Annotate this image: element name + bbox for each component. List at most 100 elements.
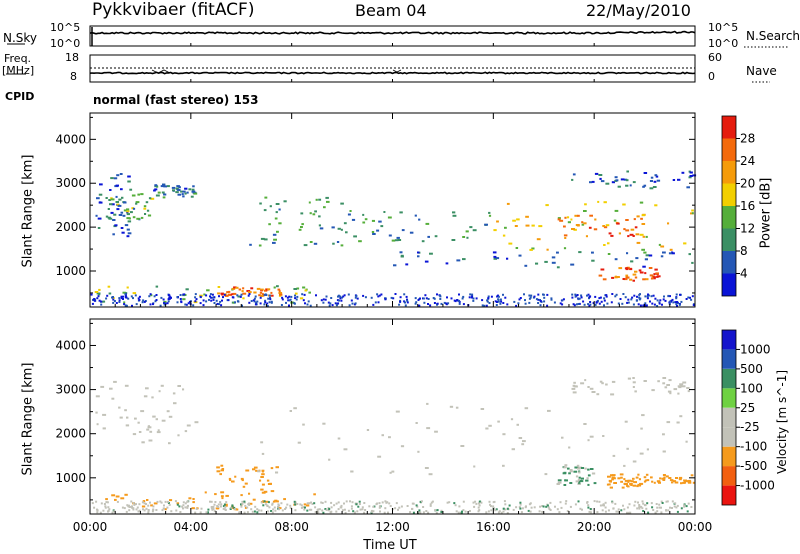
velocity-panel-cell (584, 379, 587, 382)
velocity-panel-cell (646, 448, 649, 451)
velocity-panel-cell (578, 481, 581, 484)
power-panel-cell (625, 184, 629, 187)
power-panel-cell (358, 240, 362, 243)
velocity-panel-near-cell (546, 504, 549, 507)
power-panel-frame (89, 112, 696, 308)
velocity-panel-cell (524, 407, 529, 410)
power-panel-near-cell (589, 301, 592, 303)
power-panel-cell (343, 222, 347, 225)
velocity-panel-near-cell (257, 509, 260, 512)
velocity-panel-cell (124, 384, 129, 387)
power-panel-cell (264, 289, 268, 292)
velocity-panel-cell (140, 410, 145, 413)
velocity-panel-near-cell (554, 505, 556, 508)
power-panel-near-cell (572, 303, 575, 306)
power-panel-cell (278, 292, 283, 294)
power-panel-near-cell (284, 295, 287, 298)
power-panel-cell (107, 208, 110, 210)
velocity-panel-near-cell (395, 502, 398, 505)
power-panel-cell (171, 186, 176, 189)
velocity-panel-near-cell (558, 511, 561, 514)
velocity-panel-region-3 (257, 402, 688, 476)
power-panel-region-1 (105, 193, 155, 221)
velocity-panel-cell (449, 405, 454, 408)
velocity-panel-near-cell (294, 503, 297, 506)
power-panel-near-cell (259, 296, 262, 299)
power-colorbar-label-6: 28 (740, 132, 755, 146)
velocity-panel-cell (417, 450, 420, 453)
velocity-panel-cell (424, 467, 429, 469)
velocity-panel-near-cell (324, 500, 327, 503)
power-panel-near-cell (218, 303, 221, 306)
velocity-panel-near-cell (547, 506, 550, 509)
velocity-panel-near-cell (138, 509, 141, 512)
velocity-panel-cell (663, 474, 666, 477)
velocity-panel-near-cell (164, 500, 167, 503)
power-panel-cell (632, 273, 637, 276)
nsky-label: N.Sky (3, 31, 38, 45)
power-panel-near-cell (595, 301, 598, 304)
velocity-panel-near-cell (166, 506, 169, 509)
velocity-panel-near-cell (623, 508, 626, 511)
velocity-panel-near-range-band (91, 500, 693, 514)
power-panel-near-cell (135, 303, 138, 306)
velocity-panel-near-cell (660, 500, 663, 503)
velocity-panel-cell (391, 470, 395, 473)
velocity-panel-near-cell (541, 510, 544, 513)
velocity-panel-near-cell (541, 505, 544, 507)
velocity-panel-cell (126, 416, 129, 419)
velocity-panel-near-cell (294, 509, 297, 512)
power-panel-cell (116, 174, 120, 177)
velocity-panel-cell (96, 423, 99, 426)
power-panel-cell (176, 188, 180, 191)
power-panel-near-cell (517, 302, 520, 305)
power-panel-cell (529, 248, 533, 251)
power-panel-cell (625, 268, 629, 271)
power-panel-near-cell (280, 304, 283, 306)
power-panel-cell (302, 286, 306, 289)
velocity-panel-near-cell (387, 511, 389, 514)
velocity-panel-near-cell (628, 511, 630, 514)
velocity-panel-near-cell (353, 511, 356, 514)
velocity-panel-near-cell (358, 503, 361, 505)
velocity-panel-near-cell (641, 507, 644, 510)
velocity-panel-near-cell (340, 504, 343, 507)
power-panel-cell (263, 238, 268, 241)
power-panel-near-cell (524, 299, 526, 302)
power-panel-cell (650, 277, 654, 280)
power-panel-cell (635, 257, 639, 260)
power-panel-cell (278, 294, 282, 297)
power-panel-near-cell (644, 302, 647, 305)
velocity-panel-cell (395, 410, 400, 413)
power-panel-near-cell (199, 302, 202, 305)
power-panel-cell (583, 222, 587, 225)
power-panel-near-cell (487, 295, 490, 298)
velocity-colorbar-segment-6 (722, 368, 736, 389)
velocity-panel-near-cell (317, 511, 320, 514)
velocity-panel-cell (683, 479, 687, 482)
velocity-panel-cell (132, 433, 137, 436)
velocity-panel-near-cell (106, 501, 109, 504)
power-panel-cell (417, 255, 420, 258)
velocity-panel-near-cell (161, 509, 164, 512)
power-panel-cell (557, 218, 561, 221)
nsky-trace (89, 30, 696, 35)
power-panel-cell (135, 202, 138, 205)
power-panel-cell (340, 228, 343, 231)
velocity-panel-near-cell (174, 500, 177, 503)
power-panel-near-cell (523, 293, 525, 296)
power-panel-cell (279, 293, 283, 296)
velocity-panel-near-cell (601, 509, 604, 512)
power-panel-near-cell (649, 300, 651, 303)
power-panel-cell (145, 201, 149, 204)
power-panel-cell (603, 226, 608, 229)
power-panel-cell (629, 268, 633, 271)
power-panel-near-cell (610, 301, 613, 304)
power-panel-near-cell (685, 298, 688, 300)
velocity-panel-near-cell (350, 507, 353, 510)
power-panel-near-cell (423, 301, 426, 304)
velocity-panel-cell (225, 494, 229, 497)
velocity-panel-near-cell (284, 508, 287, 510)
power-panel-near-cell (468, 296, 471, 299)
